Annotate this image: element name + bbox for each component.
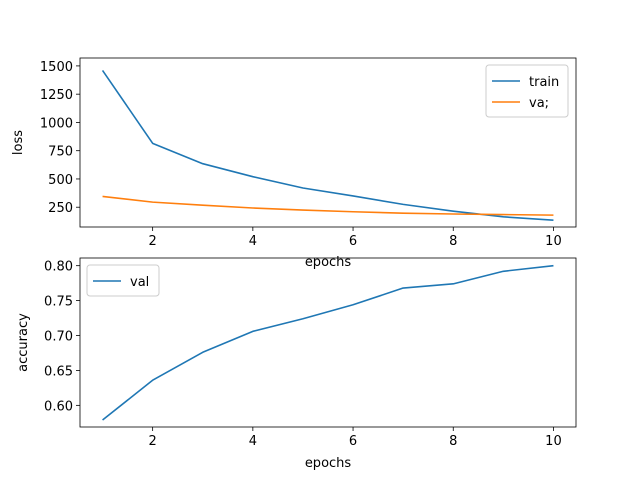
legend-box — [86, 264, 160, 297]
y-tick-label: 0.65 — [44, 364, 73, 379]
y-tick-label: 1500 — [40, 60, 73, 75]
y-axis-label: loss — [11, 130, 26, 155]
x-tick-label: 8 — [449, 434, 457, 449]
series-line-1 — [102, 264, 554, 421]
legend: train va; — [485, 64, 569, 118]
y-tick-label: 0.70 — [44, 330, 73, 345]
plot-frame — [79, 257, 577, 428]
y-tick-label: 750 — [48, 145, 73, 160]
x-tick-label: 6 — [349, 434, 357, 449]
y-tick-label: 0.75 — [44, 295, 73, 310]
x-tick-label: 10 — [545, 434, 562, 449]
x-tick-label: 8 — [449, 234, 457, 249]
x-tick-label: 4 — [249, 234, 257, 249]
series-line-2 — [102, 195, 554, 216]
x-axis-label: epochs — [305, 456, 352, 471]
legend: val — [86, 264, 160, 297]
legend-label: val — [130, 275, 149, 290]
x-tick-label: 6 — [349, 234, 357, 249]
y-tick-label: 1000 — [40, 116, 73, 131]
y-axis-label: accuracy — [16, 313, 31, 372]
plot-frame — [79, 57, 577, 228]
legend-label: train — [529, 75, 559, 90]
y-tick-label: 0.60 — [44, 399, 73, 414]
x-tick-label: 4 — [249, 434, 257, 449]
legend-label: va; — [529, 96, 549, 111]
y-tick-label: 0.80 — [44, 260, 73, 275]
x-tick-label: 2 — [149, 234, 157, 249]
y-tick-label: 1250 — [40, 88, 73, 103]
x-tick-label: 10 — [545, 234, 562, 249]
y-tick-label: 500 — [48, 173, 73, 188]
legend-box — [485, 64, 569, 118]
chart-loss: 2 4 6 8 10 250 500 750 1000 1250 1500 epochs loss tra… — [11, 57, 577, 270]
x-axis-label: epochs — [305, 255, 352, 270]
chart-accuracy: 2 4 6 8 10 0.60 0.65 0.70 0.75 0.80 epochs accuracy… — [16, 257, 577, 471]
y-tick-label: 250 — [48, 201, 73, 216]
x-tick-label: 2 — [149, 434, 157, 449]
